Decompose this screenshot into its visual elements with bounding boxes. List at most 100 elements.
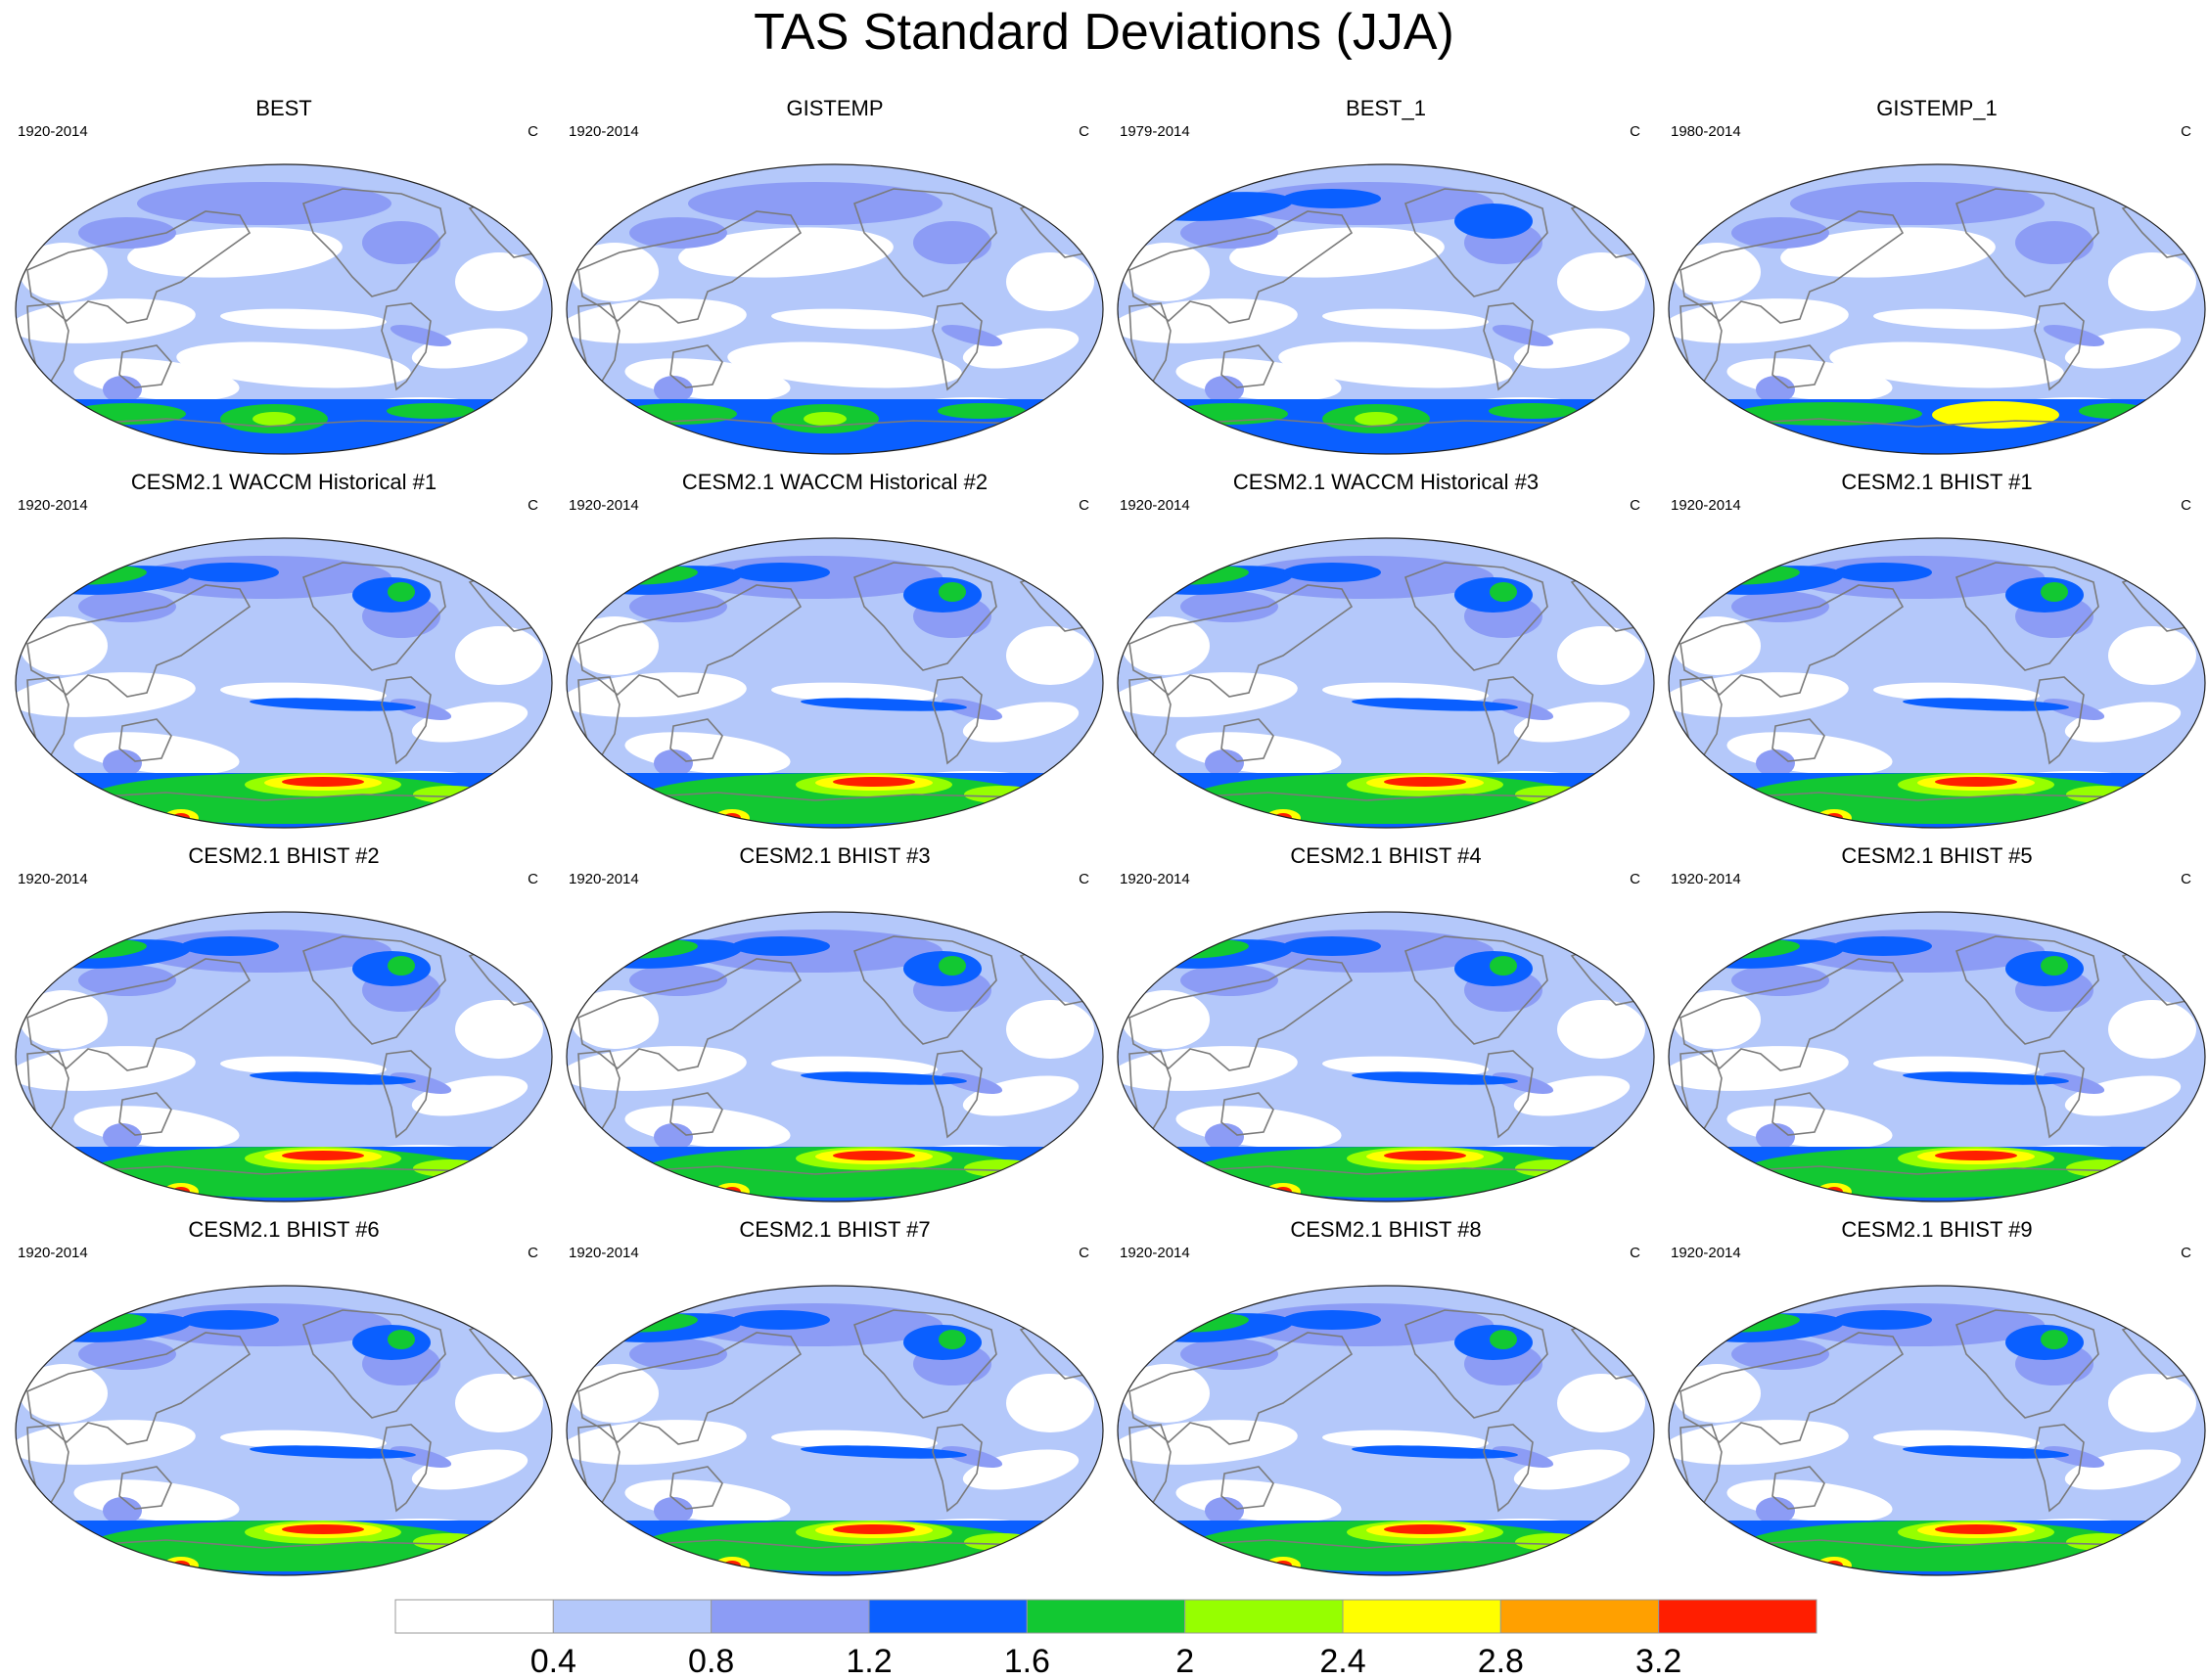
field-low-region [771,308,938,330]
coastline-south-america [932,302,983,391]
field-low-region [678,227,894,278]
field-low-region [1873,308,2040,330]
field-low-region [1118,298,1298,343]
panel-title: CESM2.1 WACCM Historical #2 [681,470,989,494]
field-nh-high [732,563,830,582]
field-nh-very-high [939,956,966,976]
coastlines [1679,562,2197,801]
field-low-region [1673,1364,1761,1423]
field-antarctic-core [1935,1524,2017,1534]
coastline-africa [1128,1424,1172,1508]
field-low-region [127,227,343,278]
panel-units-label: C [2181,497,2191,514]
field-nh-high [1283,189,1381,208]
field-low-region [567,672,747,717]
field-antarctic-core [804,412,847,426]
field-nh-high [1834,936,1932,956]
map-field [567,1286,1103,1575]
field-antarctic-ring [413,786,487,803]
field-low-region [220,308,387,330]
field-antarctic-core [833,1151,915,1160]
field-mid-region [1492,1072,1554,1094]
coastline-australia [1771,1466,1825,1510]
field-antarctic-ring [1265,809,1301,827]
coastline-north-america [301,562,446,671]
field-mid-region [390,1446,452,1468]
coastline-antarctica [619,418,1032,428]
field-enso-band [801,698,967,711]
map-panel: CESM2.1 BHIST #3 1920-2014 C [561,843,1109,1213]
field-mid-region [78,591,176,622]
panel-period-label: 1920-2014 [569,123,639,140]
field-low-region [571,243,659,301]
field-low-region [1873,682,2040,704]
field-antarctic-inner [387,403,475,419]
map-panel: GISTEMP_1 1980-2014 C [1663,96,2208,466]
field-low-region [1673,243,1761,301]
coastlines [1679,188,2197,428]
coastline-antarctica [1170,1165,1583,1175]
field-antarctic-ring [714,809,750,827]
coastline-africa [1679,676,1723,760]
panel-units-label: C [2181,871,2191,887]
map-plot [1668,911,2206,1203]
field-low-region [771,682,938,704]
field-mid-region [1492,699,1554,720]
panel-units-label: C [1630,497,1640,514]
field-nh-very-high [2041,956,2068,976]
colorbar-tick-label: 2.8 [1478,1643,1524,1680]
field-mid-region [1205,1123,1244,1151]
coastline-south-america [1483,1424,1534,1513]
coastline-antarctica [1170,1539,1583,1549]
field-nh-very-high [2041,1330,2068,1349]
map-outline [15,537,553,829]
coastline-australia [1771,1092,1825,1136]
field-mid-region [654,1123,693,1151]
field-enso-band [801,1071,967,1085]
coastline-south-america [932,676,983,765]
coastline-africa [1679,1424,1723,1508]
field-low-region [220,1056,387,1077]
field-mid-region [1731,965,1829,996]
field-enso-band [250,698,416,711]
field-mid-region [941,1446,1003,1468]
field-nh-high [1454,204,1533,239]
coastline-antarctica [619,792,1032,801]
field-antarctic-ring [163,1183,199,1201]
colorbar-swatch [1342,1599,1501,1634]
field-enso-band [1352,1445,1518,1459]
field-mid-region [103,376,142,403]
field-low-region [1669,298,1849,343]
panel-period-label: 1920-2014 [1120,497,1190,514]
coastline-australia [1771,344,1825,388]
coastline-antarctica [1721,1539,2134,1549]
panel-title: CESM2.1 BHIST #3 [739,843,931,868]
field-antarctic-ring [1265,1557,1301,1574]
map-plot [15,911,553,1203]
map-panel: CESM2.1 BHIST #6 1920-2014 C [10,1217,558,1587]
map-plot [1117,911,1655,1203]
field-low-region [16,298,196,343]
field-mid-region [941,325,1003,346]
coastline-north-america [1955,562,2099,671]
field-low-region [567,298,747,343]
panel-title: CESM2.1 BHIST #6 [188,1217,380,1242]
field-low-region [771,1056,938,1077]
coastline-australia [118,1092,172,1136]
field-mid-region [2043,1072,2105,1094]
coastlines [1128,1309,1646,1549]
field-nh-high [181,936,279,956]
field-nh-very-high [388,582,415,602]
map-plot [566,537,1104,829]
map-panel: CESM2.1 BHIST #1 1920-2014 C [1663,470,2208,840]
field-nh-very-high [939,1330,966,1349]
field-nh-high [732,1310,830,1330]
field-nh-very-high [388,956,415,976]
map-outline [566,1285,1104,1576]
field-antarctic-ring [2066,1533,2140,1551]
coastline-south-america [1483,1050,1534,1139]
coastline-australia [1220,344,1274,388]
field-low-region [1118,1046,1298,1091]
coastline-north-america [301,1309,446,1419]
coastlines [26,935,544,1175]
